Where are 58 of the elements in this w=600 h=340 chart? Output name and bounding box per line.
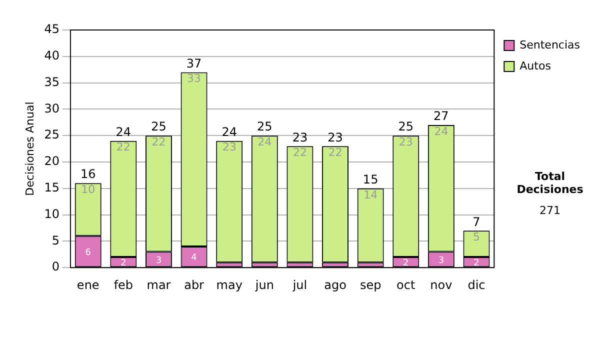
total-label: 25 bbox=[398, 120, 414, 134]
y-tick-label: 0 bbox=[52, 260, 60, 274]
x-tick-label: jun bbox=[254, 278, 274, 292]
data-label: 24 bbox=[258, 135, 272, 148]
data-label: 4 bbox=[191, 253, 198, 264]
total-label: 27 bbox=[434, 109, 449, 124]
data-label: 23 bbox=[398, 135, 413, 148]
data-label: 5 bbox=[472, 230, 480, 244]
total-label: 25 bbox=[257, 120, 272, 134]
data-label: 22 bbox=[152, 135, 166, 148]
data-label: 23 bbox=[222, 140, 236, 154]
x-tick-label: sep bbox=[360, 278, 382, 292]
data-label: 2 bbox=[474, 258, 480, 268]
x-tick-label: nov bbox=[430, 278, 452, 292]
x-tick-label: feb bbox=[114, 278, 134, 292]
total-label: 23 bbox=[328, 130, 343, 144]
data-label: 2 bbox=[403, 258, 409, 268]
total-label: 37 bbox=[186, 56, 202, 70]
y-tick-label: 15 bbox=[44, 180, 60, 195]
data-label: 3 bbox=[156, 256, 162, 266]
data-label: 22 bbox=[328, 146, 342, 160]
y-tick-label: 25 bbox=[44, 128, 60, 142]
total-label: 24 bbox=[222, 125, 237, 140]
y-tick-label: 45 bbox=[44, 22, 60, 36]
total-label: 25 bbox=[151, 120, 166, 134]
x-tick-label: jul bbox=[292, 278, 308, 292]
x-tick-label: dic bbox=[468, 278, 486, 292]
total-label: 24 bbox=[116, 125, 132, 140]
y-tick-label: 10 bbox=[44, 206, 60, 221]
total-label: 16 bbox=[80, 167, 96, 182]
total-label: 7 bbox=[472, 214, 480, 229]
x-tick-label: abr bbox=[184, 278, 204, 292]
data-label: 2 bbox=[120, 258, 126, 268]
x-tick-label: ago bbox=[324, 278, 346, 292]
data-label: 22 bbox=[116, 140, 130, 154]
total-label: 23 bbox=[292, 130, 308, 144]
x-tick-label: may bbox=[216, 278, 242, 292]
data-label: 33 bbox=[187, 72, 202, 86]
x-tick-label: mar bbox=[146, 278, 171, 292]
text: 271 bbox=[538, 204, 562, 217]
y-tick-label: 30 bbox=[44, 101, 60, 116]
legend-label: Sentencias bbox=[520, 38, 580, 52]
data-label: 10 bbox=[81, 182, 96, 196]
y-tick-label: 5 bbox=[52, 233, 60, 248]
x-tick-label: oct bbox=[396, 278, 416, 292]
x-tick-label: ene bbox=[76, 278, 100, 292]
y-axis-title: Decisiones Anual bbox=[23, 102, 36, 196]
data-label: 3 bbox=[438, 256, 444, 266]
total-label: 15 bbox=[362, 172, 378, 187]
data-label: 6 bbox=[85, 248, 92, 258]
y-tick-label: 20 bbox=[44, 154, 60, 168]
y-tick-label: 40 bbox=[44, 48, 60, 63]
data-label: 22 bbox=[292, 146, 307, 160]
data-label: 24 bbox=[434, 124, 448, 138]
legend-label: Autos bbox=[520, 59, 552, 72]
y-tick-label: 35 bbox=[44, 74, 60, 89]
data-label: 14 bbox=[364, 188, 378, 202]
text: Total Decisiones bbox=[516, 170, 584, 196]
